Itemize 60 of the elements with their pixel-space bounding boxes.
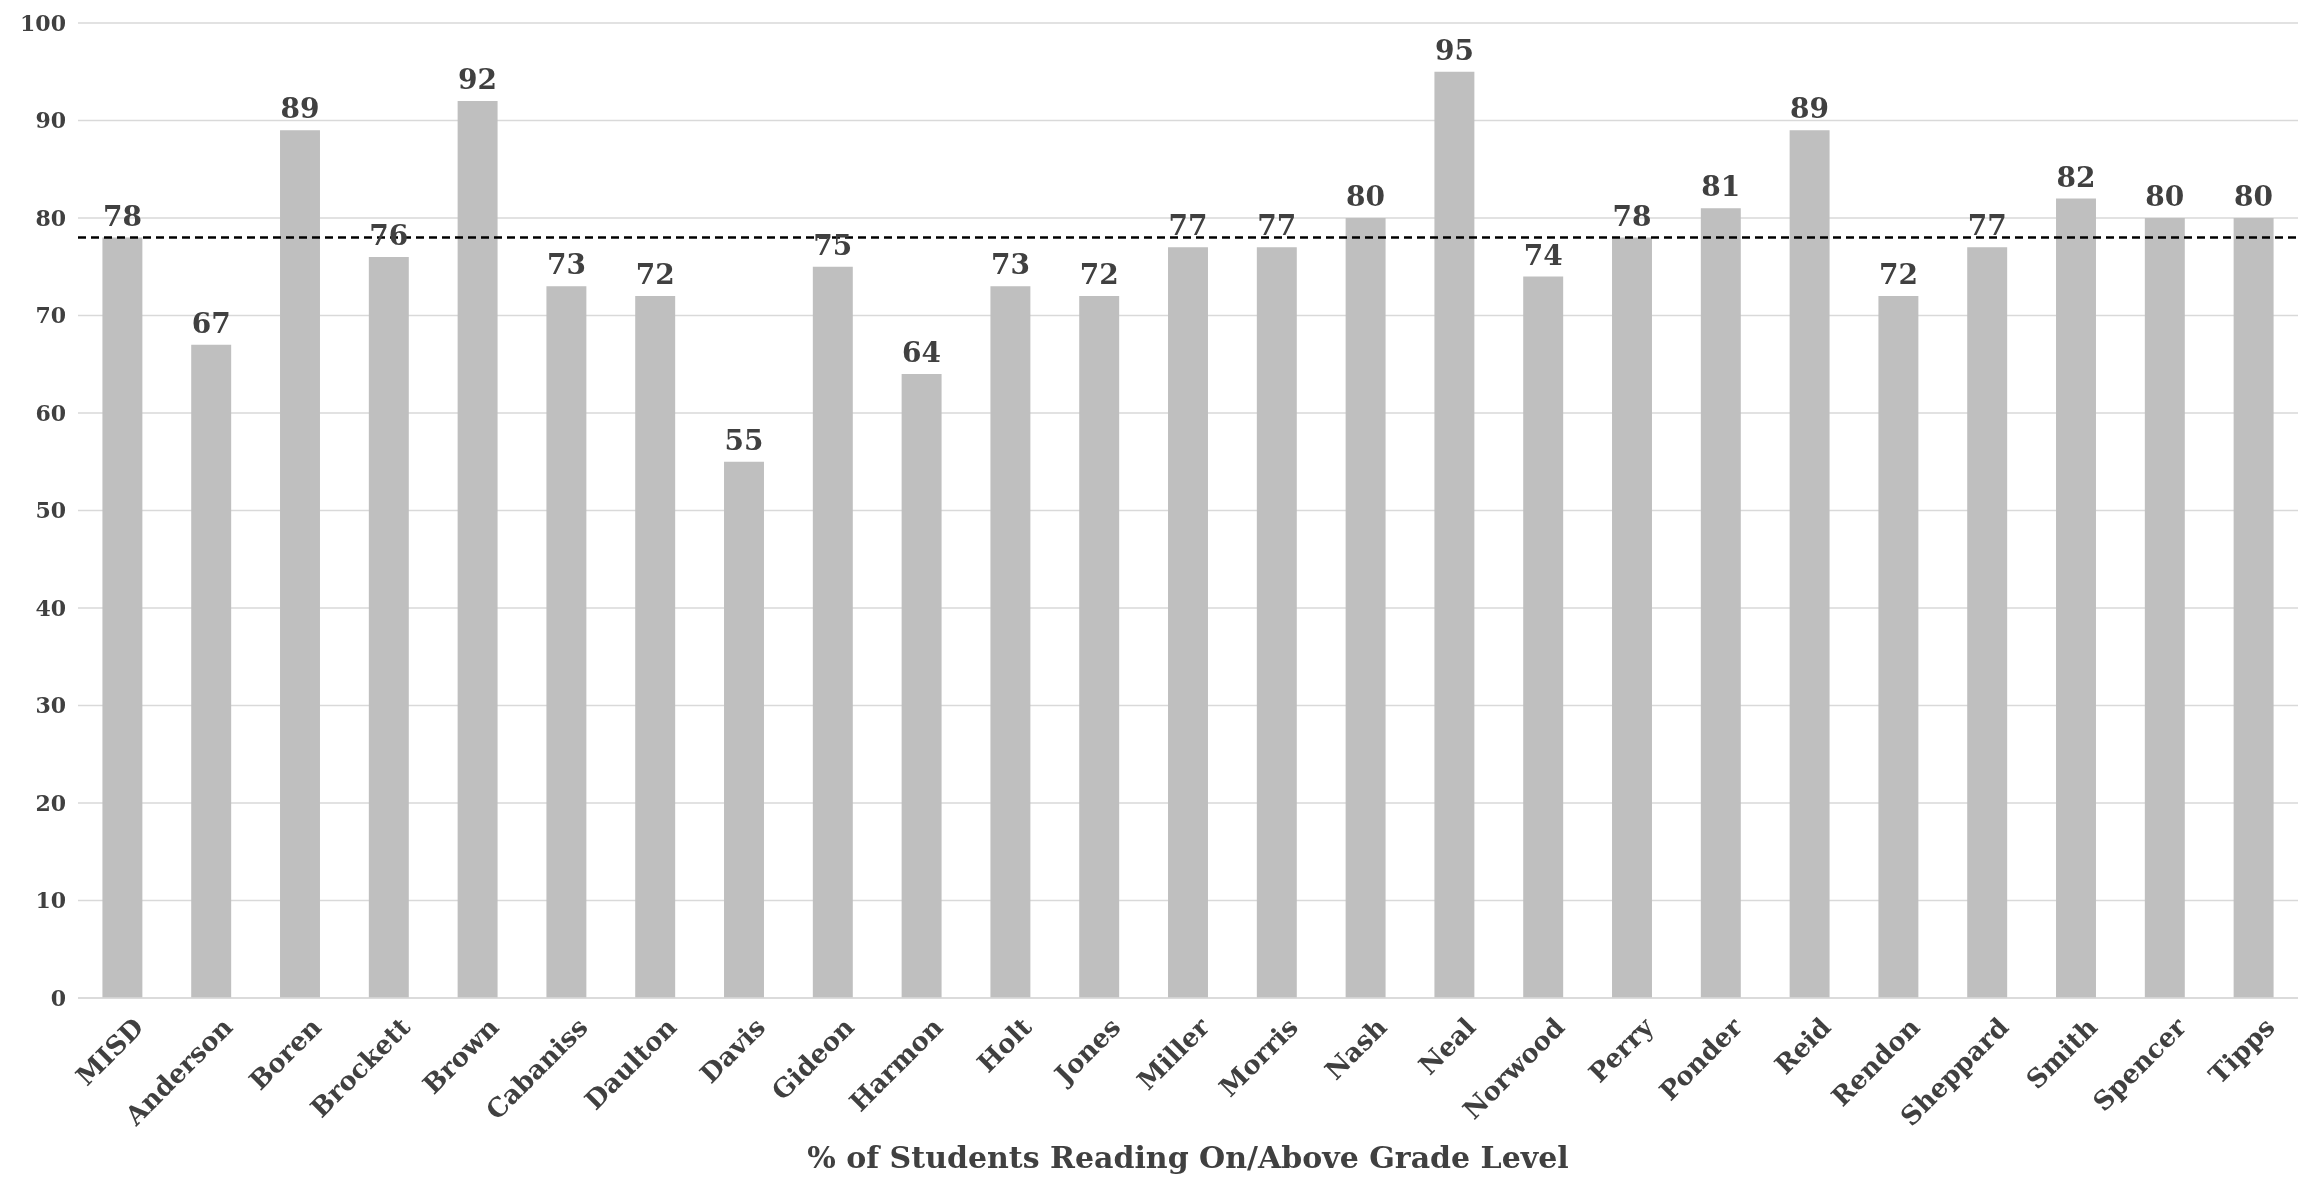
- bar: [102, 237, 143, 998]
- bar: [457, 101, 498, 998]
- data-label: 80: [2234, 180, 2274, 213]
- y-tick-label: 70: [35, 302, 66, 329]
- y-tick-label: 100: [20, 9, 66, 36]
- bar: [1967, 247, 2008, 998]
- bar: [724, 461, 764, 998]
- data-label: 72: [635, 258, 675, 291]
- bar: [1700, 208, 1741, 998]
- bar: [635, 296, 676, 998]
- data-label: 74: [1523, 238, 1563, 272]
- data-label: 78: [1612, 199, 1652, 233]
- data-label: 92: [458, 63, 498, 96]
- y-tick-label: 10: [35, 887, 66, 914]
- y-tick-label: 50: [35, 497, 66, 524]
- data-label: 80: [2145, 180, 2185, 213]
- bar: [1434, 71, 1475, 998]
- bar: [2144, 218, 2185, 998]
- y-tick-label: 80: [35, 204, 66, 231]
- bar: [901, 374, 942, 998]
- bar: [1523, 276, 1564, 998]
- data-label: 64: [902, 336, 942, 369]
- bar: [990, 286, 1031, 998]
- bar: [1345, 218, 1386, 998]
- data-label: 80: [1346, 180, 1386, 213]
- data-label: 89: [1790, 92, 1830, 126]
- data-label: 72: [1878, 258, 1918, 291]
- bar: [1168, 247, 1208, 998]
- data-label: 73: [546, 248, 586, 282]
- data-label: 78: [102, 199, 142, 233]
- data-label: 72: [1079, 258, 1119, 291]
- y-tick-label: 60: [35, 399, 66, 426]
- y-tick-label: 90: [35, 107, 66, 134]
- y-tick-label: 40: [35, 594, 66, 621]
- data-label: 89: [280, 92, 320, 126]
- data-label: 67: [191, 306, 231, 340]
- data-label: 81: [1701, 170, 1741, 204]
- y-tick-label: 20: [35, 789, 66, 816]
- bar: [2233, 218, 2274, 998]
- data-label: 77: [1168, 209, 1208, 243]
- bar: [1256, 247, 1297, 998]
- x-axis-title: % of Students Reading On/Above Grade Level: [807, 1140, 1569, 1175]
- data-label: 77: [1967, 209, 2007, 243]
- bar: [1079, 296, 1120, 998]
- bar: [368, 257, 409, 998]
- bar: [1612, 237, 1652, 998]
- bar: [546, 286, 587, 998]
- bar: [1878, 296, 1919, 998]
- bar: [812, 266, 853, 998]
- data-label: 55: [724, 423, 764, 457]
- data-label: 95: [1434, 33, 1474, 67]
- y-tick-label: 0: [50, 984, 66, 1011]
- data-label: 73: [990, 248, 1030, 282]
- data-label: 77: [1257, 209, 1297, 243]
- bar: [2056, 198, 2096, 998]
- bar: [191, 344, 232, 998]
- data-label: 82: [2056, 160, 2096, 194]
- bar: [1789, 130, 1830, 998]
- bar: [280, 130, 320, 998]
- y-tick-label: 30: [35, 692, 66, 719]
